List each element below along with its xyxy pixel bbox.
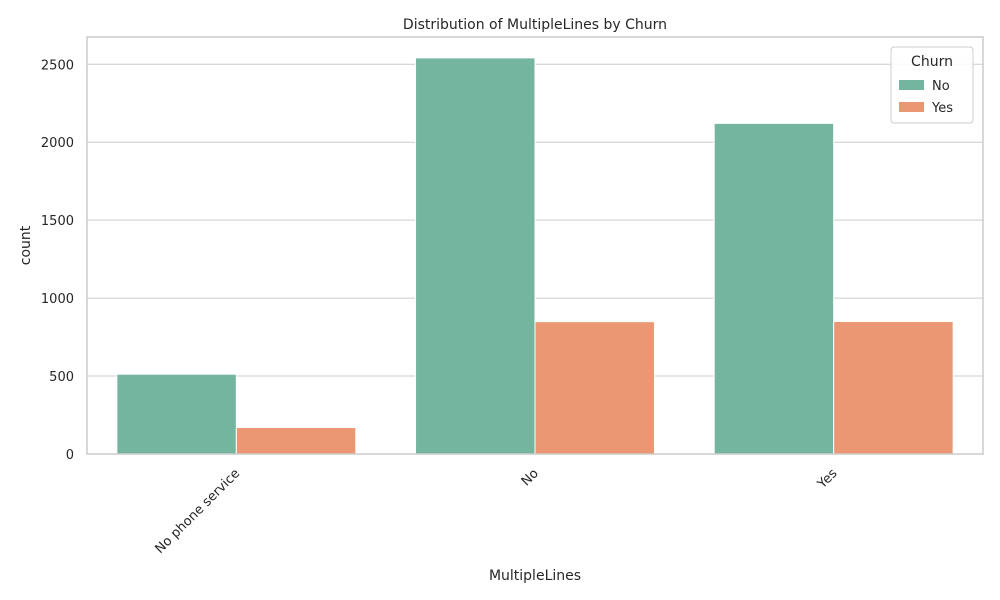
legend-label: No [932,79,950,94]
y-tick-label: 2500 [41,58,74,73]
y-tick-label: 2000 [41,136,74,151]
chart-title: Distribution of MultipleLines by Churn [403,17,667,33]
y-tick-label: 0 [66,448,74,463]
x-tick-label: Yes [814,466,840,492]
bar-no-phone-service-churn-yes [235,426,357,455]
bar-no-churn-yes [534,321,655,455]
legend-items: No Yes [899,79,953,116]
legend-swatch [899,102,924,112]
y-tick-label: 1000 [41,292,74,307]
bar-no-phone-service-churn-no [116,373,237,455]
plot-frame [86,36,984,455]
y-tick-label: 1500 [41,214,74,229]
bars-layer [116,57,954,455]
legend-label: Yes [931,101,953,116]
legend: Churn No Yes [890,46,974,124]
x-tick-label: No [519,466,542,489]
legend-swatch [899,80,924,90]
x-axis-label: MultipleLines [489,568,581,584]
y-axis-label: count [18,225,34,265]
bar-yes-churn-yes [833,320,954,455]
bar-no-churn-no [415,57,536,455]
bar-yes-churn-no [713,122,835,455]
legend-title: Churn [911,54,953,70]
x-tick-label: No phone service [153,466,244,557]
y-tick-label: 500 [49,370,74,385]
